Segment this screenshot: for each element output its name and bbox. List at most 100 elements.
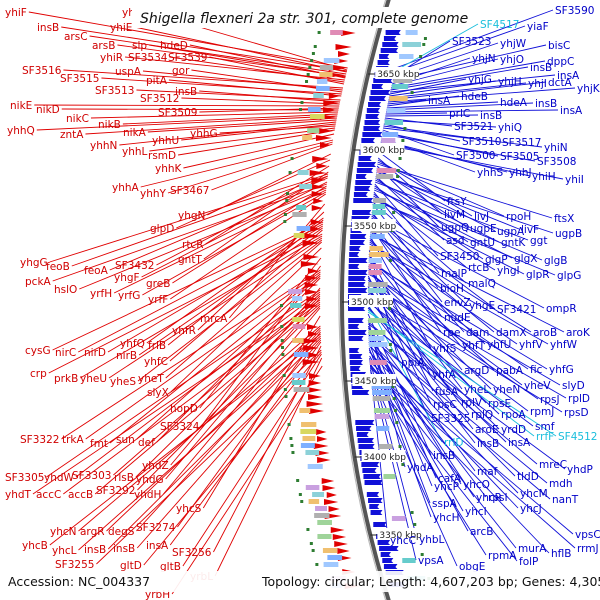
leader-line [107,337,322,550]
reverse-gene-arrow [355,420,375,425]
reverse-gene-arrow [368,498,383,503]
forward-gene-arrow [326,492,337,498]
leader-line [375,173,554,234]
cog-feature [389,96,408,101]
cog-feature [293,387,310,392]
gene-label: damX [496,327,527,339]
gene-label: yhhQ [7,125,35,137]
leader-line [380,141,531,177]
cog-feature [292,317,305,322]
gene-label: ugpE [470,223,497,235]
cog-feature [382,132,399,137]
forward-gene-arrow [304,282,319,288]
cog-feature [368,264,382,269]
gene-label: yhhK [155,163,183,175]
reverse-gene-arrow [358,444,375,449]
forward-gene-arrow [304,303,319,309]
leader-line [109,177,328,271]
gene-label: rplQ [471,409,493,421]
gene-label: yheT [138,373,164,385]
leader-line [78,335,321,551]
gene-label: ggt [530,235,547,247]
leader-line [377,163,553,219]
gc-marker [396,175,400,178]
gc-marker [298,493,302,496]
tick-label-backdrop [351,219,396,231]
gene-label: crp [30,368,47,380]
cog-feature [297,170,309,175]
tick-label-backdrop [361,450,406,462]
gene-label: yhcN [50,526,77,538]
cog-feature [372,210,386,215]
gc-marker [284,395,288,398]
gc-marker [309,542,313,545]
gene-label: yrfH [90,288,112,300]
accession-text: Accession: NC_004337 [8,574,150,589]
leader-line [80,235,323,379]
gene-label: nanT [552,494,579,506]
cog-feature [402,42,422,47]
reverse-gene-arrow [383,564,398,569]
tick-label: 3450 kbp [354,377,397,387]
reverse-gene-arrow [361,462,380,467]
gene-label: yrbH [145,589,170,600]
cog-feature [292,338,304,343]
reverse-gene-arrow [348,270,368,275]
gene-label: malQ [468,278,496,290]
gc-marker [413,523,417,526]
cog-feature [368,342,388,347]
forward-gene-arrow [303,254,320,260]
gene-label: yhdP [567,464,593,476]
reverse-gene-arrow [377,540,391,545]
gc-marker [285,199,289,202]
reverse-gene-arrow [362,468,377,473]
gene-label: SF3255 [55,559,94,571]
leader-line [367,321,538,465]
gene-label: livJ [474,211,489,223]
leader-line [370,367,576,549]
gene-label: rplD [568,393,590,405]
cog-feature [292,324,306,329]
gc-marker [420,553,424,556]
cog-feature [383,474,396,479]
leader-line [370,371,487,556]
forward-gene-arrow [307,268,319,274]
cog-feature [292,212,307,217]
cog-feature [305,485,320,490]
reverse-gene-arrow [369,504,380,509]
reverse-gene-arrow [373,78,393,83]
gc-marker [311,549,315,552]
cog-feature [374,414,390,419]
leader-line [147,119,337,133]
genome-backbone [340,0,391,600]
cog-feature [371,384,392,389]
reverse-gene-arrow [349,246,361,251]
gene-label: yhfC [144,356,168,368]
forward-gene-arrow [309,226,321,232]
gene-label: rpsC [433,399,457,411]
gene-label: nirD [84,347,106,359]
leader-line [32,299,321,495]
gene-label: nikE [10,100,32,112]
reverse-gene-arrow [356,432,369,437]
reverse-gene-arrow [385,30,401,35]
gene-label: hopD [170,403,198,415]
gene-label: SF3305 [5,472,44,484]
gc-marker [300,500,304,503]
leader-line [371,217,545,309]
gene-label: insB [175,86,197,98]
forward-gene-arrow [313,443,329,449]
leader-line [63,301,321,495]
leader-line [108,237,323,379]
gene-label: rpe [443,327,460,339]
reverse-gene-arrow [363,126,381,131]
leader-line [368,273,561,386]
gene-label: yhgE [469,300,495,312]
leader-line [388,82,527,99]
gene-label: gltB [160,561,181,573]
forward-gene-arrow [334,541,348,547]
gc-marker [388,307,392,310]
gc-marker [401,463,405,466]
gc-marker [315,563,319,566]
tick-label-backdrop [375,67,420,79]
